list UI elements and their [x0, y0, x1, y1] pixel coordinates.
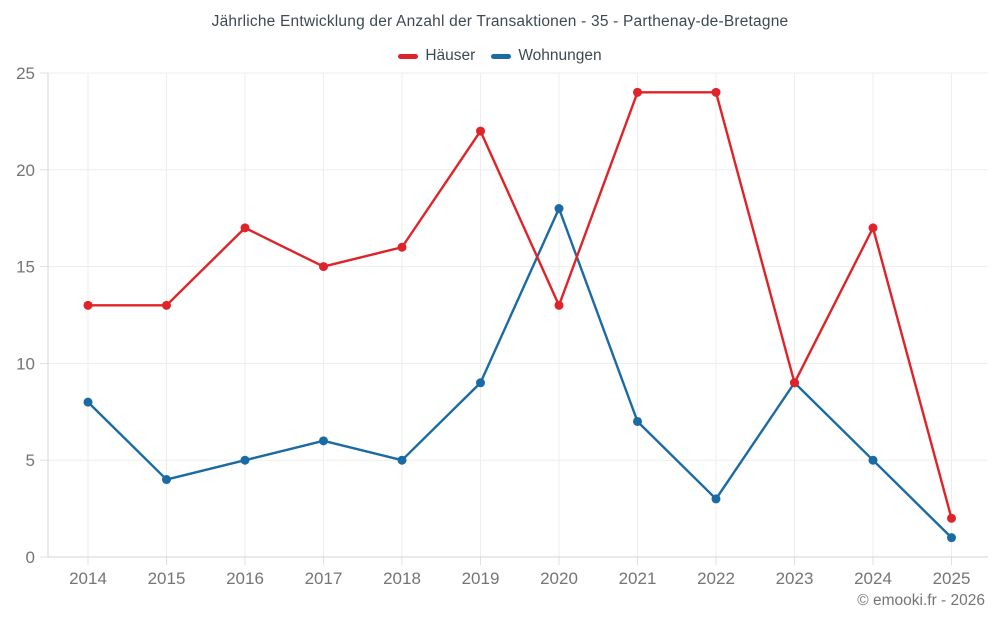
x-tick-label: 2023	[776, 569, 814, 588]
data-point-wohnungen-2024	[868, 455, 878, 465]
series-line-wohnungen	[86, 207, 953, 539]
legend-label-wohnungen: Wohnungen	[518, 47, 602, 64]
y-tick-label: 5	[26, 451, 35, 470]
legend-item-wohnungen[interactable]: Wohnungen	[491, 47, 602, 65]
chart-legend: Häuser Wohnungen	[0, 46, 1000, 66]
legend-swatch-wohnungen	[491, 53, 512, 59]
y-tick-label: 20	[16, 161, 35, 180]
x-tick-label: 2015	[148, 569, 186, 588]
data-point-haeuser-2015	[162, 300, 171, 310]
legend-swatch-haeuser	[398, 53, 419, 59]
data-point-haeuser-2018	[397, 242, 407, 252]
data-point-wohnungen-2021	[633, 416, 642, 426]
data-point-wohnungen-2019	[476, 378, 485, 388]
data-point-haeuser-2022	[711, 87, 721, 97]
series-line-haeuser	[86, 91, 953, 520]
y-tick-label: 15	[16, 258, 35, 277]
x-tick-label: 2014	[69, 569, 107, 588]
data-point-wohnungen-2020	[554, 204, 564, 214]
legend-label-haeuser: Häuser	[425, 47, 476, 64]
x-tick-label: 2021	[619, 569, 657, 588]
x-tick-label: 2024	[854, 569, 892, 588]
x-tick-label: 2022	[697, 569, 735, 588]
data-point-haeuser-2017	[319, 262, 328, 272]
data-point-haeuser-2025	[947, 513, 956, 523]
data-point-haeuser-2023	[790, 378, 799, 388]
data-point-wohnungen-2017	[319, 436, 328, 446]
footer-credit: © emooki.fr - 2026	[857, 592, 985, 609]
chart-title: Jährliche Entwicklung der Anzahl der Tra…	[211, 13, 789, 30]
x-tick-label: 2019	[462, 569, 500, 588]
y-tick-label: 0	[26, 548, 35, 567]
data-point-haeuser-2020	[554, 300, 564, 310]
data-point-wohnungen-2015	[162, 475, 171, 485]
data-point-wohnungen-2014	[83, 397, 93, 407]
y-tick-label: 10	[16, 354, 35, 373]
x-tick-label: 2017	[305, 569, 343, 588]
legend-item-haeuser[interactable]: Häuser	[398, 47, 475, 65]
x-tick-label: 2018	[383, 569, 421, 588]
data-point-haeuser-2014	[83, 300, 93, 310]
data-point-wohnungen-2018	[397, 455, 407, 465]
y-tick-label: 25	[16, 64, 35, 83]
x-tick-label: 2016	[226, 569, 264, 588]
data-point-haeuser-2024	[868, 223, 878, 233]
data-point-haeuser-2016	[240, 223, 250, 233]
x-tick-label: 2025	[933, 569, 971, 588]
data-point-wohnungen-2025	[947, 533, 956, 543]
data-point-wohnungen-2022	[711, 494, 721, 504]
x-tick-label: 2020	[540, 569, 578, 588]
data-point-haeuser-2019	[476, 126, 485, 136]
data-point-wohnungen-2016	[240, 455, 250, 465]
data-point-haeuser-2021	[633, 87, 642, 97]
